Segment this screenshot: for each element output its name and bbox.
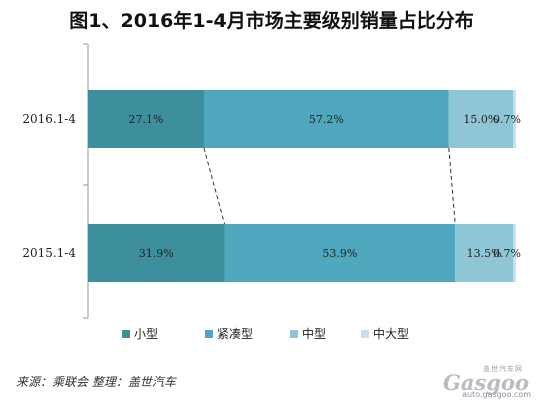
bar-segment — [88, 90, 204, 148]
data-label: 27.1% — [129, 113, 164, 126]
data-label: 57.2% — [309, 113, 344, 126]
watermark-cn-text: 盖世汽车网 — [483, 365, 523, 373]
category-label: 2015.1-4 — [22, 246, 76, 260]
legend-label: 中型 — [302, 326, 326, 341]
bar-segment — [513, 90, 516, 148]
category-label: 2016.1-4 — [22, 112, 76, 126]
legend-swatch — [361, 330, 369, 338]
series-connector-line — [448, 147, 456, 225]
legend-swatch — [122, 330, 130, 338]
data-label: 0.7% — [493, 247, 521, 260]
data-label: 13.5% — [467, 247, 502, 260]
series-connector-line — [203, 147, 226, 225]
legend-swatch — [290, 330, 298, 338]
bar-segment — [203, 90, 449, 148]
source-note: 来源：乘联会 整理：盖世汽车 — [16, 375, 176, 389]
data-label: 0.7% — [493, 113, 521, 126]
gasgoo-watermark: 盖世汽车网 Gasgoo auto.gasgoo.com — [425, 364, 535, 400]
bar-segment — [224, 224, 456, 282]
data-label: 31.9% — [139, 247, 174, 260]
data-label: 53.9% — [322, 247, 357, 260]
chart-title: 图1、2016年1-4月市场主要级别销量占比分布 — [69, 10, 474, 32]
data-label: 15.0% — [463, 113, 498, 126]
bar-segment — [513, 224, 516, 282]
watermark-logo: Gasgoo — [442, 370, 529, 395]
bar-segment — [455, 224, 514, 282]
legend-label: 小型 — [134, 327, 158, 341]
legend-label: 紧凑型 — [217, 327, 253, 341]
watermark-url: auto.gasgoo.com — [462, 390, 531, 399]
bar-segment — [88, 224, 225, 282]
legend-label: 中大型 — [373, 326, 409, 341]
legend-swatch — [205, 330, 213, 338]
bar-segment — [448, 90, 514, 148]
